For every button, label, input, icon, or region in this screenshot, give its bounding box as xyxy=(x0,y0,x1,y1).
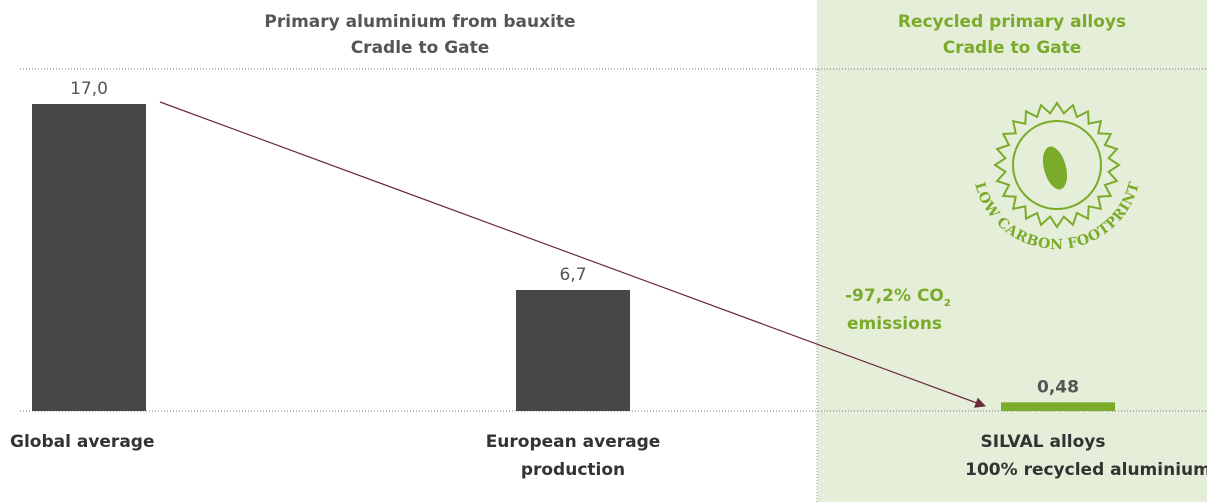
x-category-label: European average xyxy=(486,432,661,452)
group-subtitle: Cradle to Gate xyxy=(943,38,1082,58)
bar xyxy=(516,290,630,411)
group-title: Recycled primary alloys xyxy=(898,12,1126,32)
bar xyxy=(32,104,146,411)
x-category-label: Global average xyxy=(10,432,154,452)
x-category-label: production xyxy=(521,460,625,480)
group-title: Primary aluminium from bauxite xyxy=(264,12,575,32)
group-subtitle: Cradle to Gate xyxy=(351,38,490,58)
reduction-arrow xyxy=(159,101,987,408)
annotation-text: -97,2% CO xyxy=(845,286,944,306)
value-label: 6,7 xyxy=(559,265,586,285)
x-category-label: SILVAL alloys xyxy=(981,432,1106,452)
bar xyxy=(1001,402,1115,411)
value-label: 17,0 xyxy=(70,79,108,99)
logo-foot xyxy=(1042,146,1068,190)
annotation-line2: emissions xyxy=(847,314,942,334)
value-label: 0,48 xyxy=(1037,377,1079,397)
annotation: -97,2% CO2 xyxy=(845,286,951,309)
annotation-subscript: 2 xyxy=(944,298,951,309)
x-category-label: 100% recycled aluminium xyxy=(965,460,1207,480)
recycled-panel xyxy=(817,0,1207,502)
logo-sunburst xyxy=(993,101,1121,229)
logo-circle xyxy=(1012,120,1102,210)
